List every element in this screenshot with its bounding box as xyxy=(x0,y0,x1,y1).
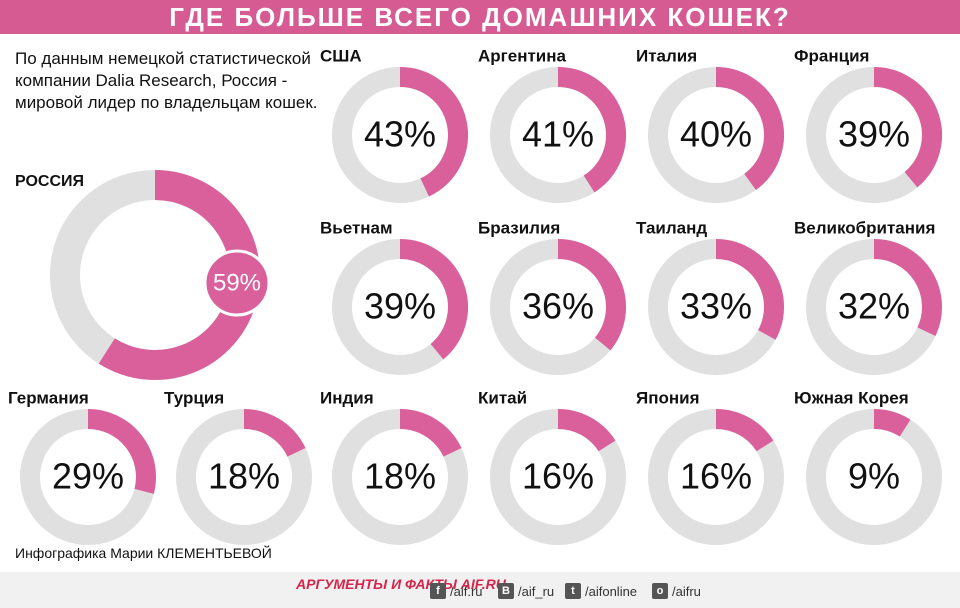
country-label: Китай xyxy=(478,388,527,407)
donut-segment xyxy=(557,409,616,452)
donut-segment xyxy=(557,67,626,193)
donut-segment xyxy=(243,409,306,457)
title: ГДЕ БОЛЬШЕ ВСЕГО ДОМАШНИХ КОШЕК? xyxy=(169,2,791,32)
value-label: 43% xyxy=(364,114,436,155)
icon: t xyxy=(565,583,581,599)
social-text: /aifonline xyxy=(585,583,638,599)
value-badge xyxy=(203,249,271,317)
donut-segment xyxy=(873,409,911,437)
header-band xyxy=(0,0,960,34)
country-label: Вьетнам xyxy=(320,218,393,237)
credit: Инфографика Марии КЛЕМЕНТЬЕВОЙ xyxy=(15,545,272,561)
footer-band xyxy=(0,572,960,608)
country-label: Франция xyxy=(794,46,869,65)
logo-text: АРГУМЕНТЫ И ФАКТЫ AIF.RU xyxy=(296,576,506,592)
country-label: Бразилия xyxy=(478,218,560,237)
social-text: /aif_ru xyxy=(518,583,555,599)
value-label: 29% xyxy=(52,456,124,497)
value-label: 33% xyxy=(680,286,752,327)
social-text: /aifru xyxy=(672,583,701,599)
intro-text: По данным немецкой статистической компан… xyxy=(15,49,318,112)
donut-segment xyxy=(87,409,156,494)
donut-segment xyxy=(873,67,942,188)
country-label: РОССИЯ xyxy=(15,173,84,190)
country-label: Япония xyxy=(636,388,700,407)
donut-segment xyxy=(399,239,468,360)
social-link[interactable]: o/aifru xyxy=(652,583,701,599)
logo: АРГУМЕНТЫ И ФАКТЫ AIF.RU xyxy=(296,576,506,592)
value-label: 36% xyxy=(522,286,594,327)
value-label: 18% xyxy=(364,456,436,497)
donut-segment xyxy=(557,239,626,351)
value-label: 39% xyxy=(838,114,910,155)
value-label: 40% xyxy=(680,114,752,155)
icon: o xyxy=(652,583,668,599)
social-text: /aif.ru xyxy=(450,583,483,599)
country-label: США xyxy=(320,46,362,65)
country-label: Германия xyxy=(8,388,89,407)
value-label: 16% xyxy=(522,456,594,497)
value-label: 9% xyxy=(848,456,900,497)
country-label: Аргентина xyxy=(478,46,567,65)
donut-segment xyxy=(715,409,774,452)
value-label: 16% xyxy=(680,456,752,497)
country-label: Великобритания xyxy=(794,218,935,237)
social-link[interactable]: f/aif.ru xyxy=(430,583,483,599)
value-label: 32% xyxy=(838,286,910,327)
donut-segment xyxy=(873,239,942,336)
country-label: Южная Корея xyxy=(794,388,909,407)
value-label: 59% xyxy=(213,269,261,296)
social-link[interactable]: B/aif_ru xyxy=(498,583,554,599)
donut-segment xyxy=(715,239,784,340)
donut-grid: РОССИЯ 59% США 43% Аргентина 41% Италия 40% Фран… xyxy=(8,46,942,545)
donut-segment xyxy=(715,67,784,191)
country-label: Таиланд xyxy=(636,218,707,237)
icon: f xyxy=(430,583,446,599)
social-link[interactable]: t/aifonline xyxy=(565,583,637,599)
value-label: 18% xyxy=(208,456,280,497)
country-label: Италия xyxy=(636,46,697,65)
country-label: Индия xyxy=(320,388,374,407)
donut-segment xyxy=(399,67,468,197)
icon: B xyxy=(498,583,514,599)
donut-segment xyxy=(399,409,462,457)
value-label: 39% xyxy=(364,286,436,327)
country-label: Турция xyxy=(164,388,224,407)
value-label: 41% xyxy=(522,114,594,155)
